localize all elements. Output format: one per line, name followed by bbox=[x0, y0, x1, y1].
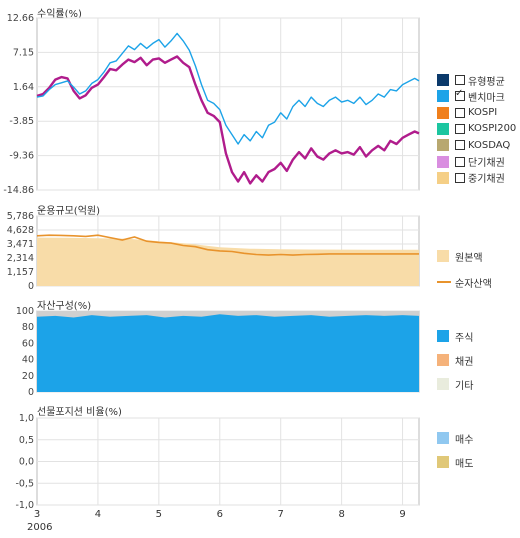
returns-legend-item[interactable]: KOSDAQ bbox=[437, 139, 511, 152]
legend-label: 원본액 bbox=[455, 252, 483, 264]
legend-label: 중기채권 bbox=[468, 174, 505, 186]
returns-y-tick-label: -9.36 bbox=[9, 151, 34, 162]
aum-legend-item: 순자산액 bbox=[437, 276, 492, 290]
x-tick-label: 8 bbox=[338, 509, 344, 520]
returns-title: 수익률(%) bbox=[37, 9, 82, 20]
legend-label: 벤치마크 bbox=[468, 92, 505, 104]
assets-y-tick-label: 40 bbox=[22, 355, 34, 366]
futures-y-tick-label: 1,0 bbox=[19, 413, 34, 424]
assets-title: 자산구성(%) bbox=[37, 301, 92, 312]
returns-legend-item[interactable]: 벤치마크 bbox=[437, 88, 505, 104]
futures-chart: 1,0 0,5 0,0 -0,5 -1,0 bbox=[15, 413, 420, 511]
series-checkbox[interactable] bbox=[455, 140, 465, 151]
series-checkbox[interactable] bbox=[455, 172, 465, 183]
aum-y-tick-label: 5,786 bbox=[7, 211, 34, 222]
legend-swatch bbox=[437, 139, 449, 152]
legend-label: 주식 bbox=[455, 332, 474, 344]
returns-y-tick-label: -14.86 bbox=[3, 185, 34, 196]
legend-swatch bbox=[437, 250, 449, 262]
returns-y-tick-label: 1.64 bbox=[13, 82, 34, 93]
returns-legend-item[interactable]: 유형평균 bbox=[437, 74, 505, 88]
aum-y-tick-label: 0 bbox=[28, 281, 34, 292]
returns-chart: 12.66 7.15 1.64 -3.85 -9.36 -14.86 bbox=[3, 13, 420, 196]
assets-y-tick-label: 80 bbox=[22, 322, 34, 333]
returns-legend-item[interactable]: 단기채권 bbox=[437, 155, 505, 169]
legend-swatch bbox=[437, 122, 449, 135]
x-axis: 3 4 5 6 7 8 9 2006 bbox=[27, 509, 406, 533]
assets-stock-area bbox=[37, 314, 419, 392]
assets-y-tick-label: 0 bbox=[28, 387, 34, 398]
x-tick-label: 7 bbox=[278, 509, 284, 520]
futures-y-tick-label: -0,5 bbox=[15, 478, 34, 489]
series-checkbox[interactable] bbox=[455, 156, 465, 167]
legend-label: KOSPI bbox=[468, 107, 498, 119]
returns-y-tick-label: 12.66 bbox=[7, 13, 34, 24]
futures-y-tick-label: -1,0 bbox=[15, 500, 34, 511]
legend-swatch bbox=[437, 378, 449, 390]
assets-legend-item: 채권 bbox=[437, 354, 474, 368]
returns-plot-frame bbox=[36, 17, 420, 191]
legend-label: 단기채권 bbox=[468, 158, 505, 169]
futures-legend-item: 매도 bbox=[437, 456, 474, 470]
returns-legend-item[interactable]: 중기채권 bbox=[437, 171, 505, 186]
assets-y-tick-label: 100 bbox=[16, 306, 34, 317]
aum-y-tick-label: 3,471 bbox=[7, 239, 34, 250]
futures-y-tick-label: 0,0 bbox=[19, 457, 34, 468]
futures-title: 선물포지션 비율(%) bbox=[37, 407, 122, 418]
legend-label: 기타 bbox=[455, 380, 474, 392]
series-checkbox[interactable] bbox=[455, 123, 465, 134]
returns-y-tick-label: 7.15 bbox=[13, 47, 34, 58]
series-checkbox[interactable] bbox=[455, 75, 465, 85]
legend-swatch bbox=[437, 155, 449, 168]
assets-legend-item: 주식 bbox=[437, 330, 474, 344]
legend-swatch bbox=[437, 106, 449, 119]
legend-label: 채권 bbox=[455, 356, 474, 368]
returns-series-line-1 bbox=[36, 32, 420, 145]
legend-swatch bbox=[437, 432, 449, 444]
legend-swatch bbox=[437, 74, 449, 86]
series-checkbox[interactable] bbox=[455, 107, 465, 118]
legend-label: KOSDAQ bbox=[468, 139, 511, 151]
x-tick-label: 4 bbox=[95, 509, 101, 520]
assets-legend-item: 기타 bbox=[437, 378, 474, 392]
aum-y-tick-label: 1,157 bbox=[7, 267, 34, 278]
futures-y-tick-label: 0,5 bbox=[19, 435, 34, 446]
returns-y-tick-label: -3.85 bbox=[9, 116, 34, 127]
legend-label: 매도 bbox=[455, 458, 474, 470]
legend-swatch bbox=[437, 171, 449, 184]
legend-swatch bbox=[437, 456, 449, 468]
x-tick-label: 9 bbox=[399, 509, 405, 520]
aum-y-tick-label: 4,628 bbox=[7, 225, 34, 236]
legend-swatch bbox=[437, 281, 451, 283]
aum-principal-area bbox=[37, 237, 419, 286]
legend-label: 매수 bbox=[455, 434, 474, 446]
legend-swatch bbox=[437, 330, 449, 342]
returns-legend-item[interactable]: KOSPI200 bbox=[437, 122, 517, 135]
x-tick-label: 5 bbox=[156, 509, 162, 520]
returns-legend-item[interactable]: KOSPI bbox=[437, 106, 498, 119]
returns-series-line-0 bbox=[36, 55, 420, 185]
legend-label: KOSPI200 bbox=[468, 123, 517, 135]
legend-swatch bbox=[437, 354, 449, 366]
legend-swatch bbox=[437, 90, 449, 103]
x-tick-label: 6 bbox=[217, 509, 223, 520]
futures-legend-item: 매수 bbox=[437, 432, 474, 446]
assets-y-tick-label: 20 bbox=[22, 371, 34, 382]
aum-y-tick-label: 2,314 bbox=[7, 253, 34, 264]
aum-nav-line bbox=[36, 234, 419, 256]
x-tick-label: 3 bbox=[34, 509, 40, 520]
aum-chart: 5,786 4,628 3,471 2,314 1,157 0 bbox=[7, 211, 420, 292]
legend-label: 유형평균 bbox=[468, 76, 505, 88]
aum-title: 운용규모(억원) bbox=[37, 206, 101, 217]
series-checkbox[interactable] bbox=[455, 88, 465, 102]
assets-y-tick-label: 60 bbox=[22, 338, 34, 349]
assets-chart: 100 80 60 40 20 0 bbox=[16, 306, 420, 398]
aum-legend-item: 원본액 bbox=[437, 250, 483, 264]
legend-label: 순자산액 bbox=[455, 278, 492, 290]
x-axis-year: 2006 bbox=[27, 522, 52, 533]
